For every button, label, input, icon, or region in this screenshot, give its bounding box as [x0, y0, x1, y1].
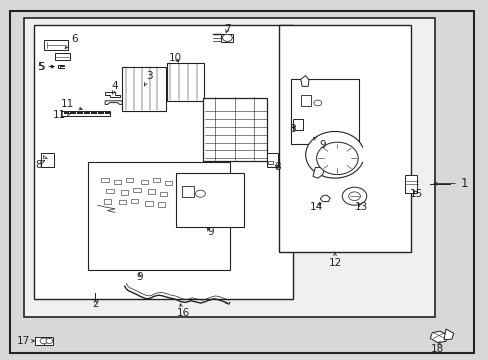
- Text: 1: 1: [433, 177, 468, 190]
- Bar: [160, 192, 167, 196]
- Text: 7: 7: [224, 24, 230, 34]
- Bar: [267, 153, 278, 167]
- Bar: [164, 181, 172, 185]
- Bar: [24, 18, 434, 317]
- Bar: [61, 111, 110, 116]
- Bar: [55, 53, 70, 60]
- Text: 17: 17: [17, 336, 34, 346]
- Text: 14: 14: [309, 202, 323, 212]
- Bar: [44, 337, 53, 345]
- Text: 8: 8: [35, 159, 44, 170]
- Text: 11: 11: [53, 110, 70, 120]
- Text: 9: 9: [313, 138, 325, 150]
- Text: 4: 4: [111, 81, 118, 94]
- Polygon shape: [105, 92, 120, 97]
- Circle shape: [323, 148, 350, 168]
- Bar: [113, 180, 121, 184]
- Text: 5: 5: [38, 62, 54, 72]
- Circle shape: [348, 192, 360, 201]
- Polygon shape: [312, 167, 325, 178]
- Bar: [102, 178, 108, 182]
- Bar: [221, 34, 233, 42]
- Bar: [44, 40, 68, 50]
- Bar: [167, 63, 204, 100]
- Bar: [147, 189, 155, 194]
- Bar: [182, 186, 194, 197]
- Bar: [203, 98, 266, 161]
- Text: 10: 10: [168, 53, 181, 63]
- Circle shape: [46, 338, 53, 343]
- Bar: [141, 180, 147, 184]
- Bar: [35, 337, 45, 345]
- Bar: [278, 25, 410, 252]
- Bar: [122, 67, 166, 111]
- Bar: [131, 199, 138, 203]
- Text: 15: 15: [409, 189, 423, 199]
- Polygon shape: [429, 331, 447, 343]
- Polygon shape: [42, 155, 47, 158]
- Bar: [157, 202, 165, 207]
- Polygon shape: [267, 161, 272, 164]
- Text: 9: 9: [136, 272, 142, 282]
- Bar: [300, 95, 310, 106]
- Bar: [88, 162, 229, 270]
- Bar: [121, 190, 128, 195]
- Text: 12: 12: [327, 252, 341, 268]
- Bar: [145, 201, 152, 206]
- Bar: [152, 178, 160, 182]
- Circle shape: [342, 187, 366, 205]
- Bar: [176, 173, 244, 227]
- Text: 2: 2: [92, 299, 99, 309]
- Bar: [118, 200, 126, 204]
- Bar: [34, 25, 293, 299]
- Polygon shape: [300, 76, 308, 86]
- Polygon shape: [105, 101, 122, 104]
- Polygon shape: [305, 131, 362, 178]
- Bar: [133, 188, 141, 192]
- Bar: [103, 199, 111, 204]
- Polygon shape: [443, 329, 453, 340]
- Text: 9: 9: [206, 227, 213, 237]
- Polygon shape: [58, 65, 63, 68]
- Text: 8: 8: [288, 124, 295, 134]
- Bar: [41, 153, 54, 167]
- Text: 13: 13: [354, 202, 368, 212]
- Text: 16: 16: [176, 304, 190, 318]
- Bar: [293, 119, 303, 130]
- Bar: [126, 178, 133, 182]
- Circle shape: [195, 190, 205, 197]
- Text: 5: 5: [37, 62, 54, 72]
- Text: 18: 18: [430, 341, 444, 354]
- Circle shape: [313, 100, 321, 106]
- Bar: [404, 175, 416, 193]
- Circle shape: [222, 34, 232, 41]
- Bar: [106, 189, 113, 193]
- Polygon shape: [320, 195, 329, 202]
- Ellipse shape: [316, 142, 357, 175]
- Text: 8: 8: [274, 162, 281, 172]
- Text: 6: 6: [65, 33, 78, 49]
- Text: 11: 11: [61, 99, 82, 110]
- Text: 3: 3: [144, 71, 152, 86]
- Bar: [290, 79, 359, 144]
- Circle shape: [40, 338, 48, 344]
